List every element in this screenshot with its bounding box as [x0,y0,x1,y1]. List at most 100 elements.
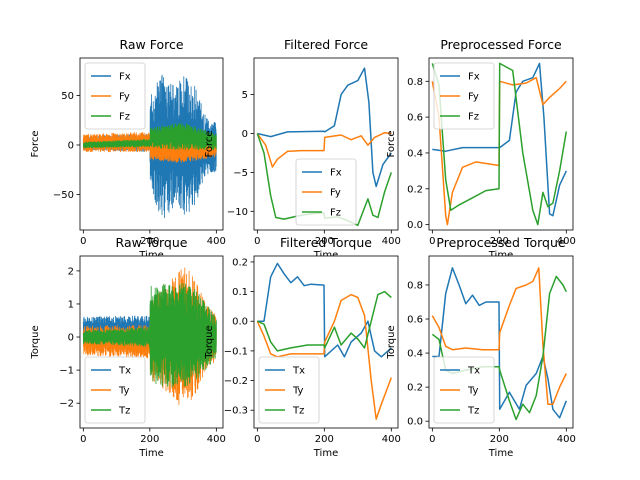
x-tick-label: 0 [254,236,260,247]
x-tick-label: 200 [490,434,509,445]
x-axis-label: Time [488,448,513,459]
subplot-6: 0 200 400 0.0 0.2 0.4 0.6 0.8 Time Torque Preproce… [386,235,576,459]
y-axis-label: Force [30,130,41,157]
y-tick-label: −0.1 [224,346,248,357]
x-tick-label: 200 [315,434,334,445]
x-tick-label: 0 [80,236,86,247]
legend: Tx Ty Tz [433,356,495,424]
legend-box [84,62,146,130]
legend-box [433,356,495,424]
y-tick-label: 0.0 [407,220,423,231]
x-axis-label: Time [488,250,513,261]
chart-title: Raw Force [119,37,183,52]
axes-frame [253,255,399,429]
axes-frame [79,255,224,429]
series-line-tz [82,283,217,388]
legend-label-ty: Ty [292,386,304,397]
legend-label-fy: Fy [468,92,479,103]
y-tick-label: 2 [68,266,74,277]
legend-box [84,356,146,424]
legend-label-tx: Tx [118,366,131,377]
x-tick-label: 0 [80,434,86,445]
y-tick-label: 0.0 [232,317,248,328]
y-tick-label: 5 [242,90,248,101]
legend-box [295,158,357,226]
y-tick-label: −0.2 [224,376,248,387]
legend: Fx Fy Fz [295,158,357,226]
y-tick-label: −50 [53,190,74,201]
axes-frame [79,57,224,231]
y-tick-label: 0.2 [407,184,423,195]
subplot-3: 0 200 400 0.0 0.2 0.4 0.6 0.8 Time Force Preproces… [386,37,576,261]
series-group [82,267,217,406]
legend-label-fy: Fy [119,92,130,103]
series-line-tz [256,290,392,352]
legend: Tx Ty Tz [84,356,146,424]
axes-frame [428,255,574,429]
y-axis-label: Force [386,130,397,157]
x-tick-label: 400 [382,236,401,247]
chart-title: Preprocessed Force [440,37,562,52]
legend-label-tz: Tz [118,406,130,417]
y-tick-label: 0 [68,333,74,344]
series-line-fz [82,122,217,151]
legend-label-tz: Tz [467,406,479,417]
x-tick-label: 400 [557,236,576,247]
series-line-fz [431,62,568,226]
y-axis-label: Torque [204,325,215,359]
legend-label-tx: Tx [467,366,480,377]
x-tick-label: 0 [429,236,435,247]
subplot-4: 0 200 400 −2 −1 0 1 2 Time Torque Raw Torque Tx Ty Tz [30,235,226,459]
legend-label-fz: Fz [468,112,479,123]
y-tick-label: −2 [59,399,74,410]
series-line-tx [432,267,567,419]
y-tick-label: 1 [68,299,74,310]
series-line-fx [432,62,567,217]
chart-title: Raw Torque [116,235,188,250]
axes-frame [253,57,399,231]
y-tick-label: 0.2 [407,383,423,394]
y-tick-label: 0.2 [232,257,248,268]
legend-label-fx: Fx [330,168,342,179]
x-tick-label: 400 [207,236,226,247]
series-group [431,62,568,226]
legend: Fx Fy Fz [433,62,495,130]
x-tick-label: 200 [315,236,334,247]
x-axis-label: Time [313,250,338,261]
series-line-tx [257,262,392,358]
x-tick-label: 0 [429,434,435,445]
y-tick-label: −0.3 [224,406,248,417]
y-tick-label: 0.6 [407,113,423,124]
legend-label-tz: Tz [292,406,304,417]
subplot-5: 0 200 400 −0.3 −0.2 −0.1 0.0 0.1 0.2 Time Torque Fi… [204,235,401,459]
y-tick-label: 0.8 [407,77,423,88]
y-tick-label: 0.1 [232,287,248,298]
axes-frame [428,57,574,231]
x-axis-label: Time [138,448,163,459]
y-tick-label: −5 [233,168,248,179]
y-tick-label: 0.0 [407,417,423,428]
chart-title: Filtered Force [284,37,368,52]
x-tick-label: 200 [490,236,509,247]
y-tick-label: 0.6 [407,315,423,326]
legend-box [258,356,320,424]
series-line-fy [256,131,392,168]
y-tick-label: −1 [59,366,74,377]
x-tick-label: 400 [557,434,576,445]
chart-title: Preprocessed Torque [436,235,565,250]
series-line-fx [257,67,392,188]
y-tick-label: 0 [242,129,248,140]
legend-box [433,62,495,130]
x-tick-label: 200 [140,434,159,445]
legend-label-ty: Ty [467,386,479,397]
series-group [256,262,393,420]
y-tick-label: 0 [68,140,74,151]
legend-label-fy: Fy [330,188,341,199]
legend-label-tx: Tx [292,366,305,377]
chart-title: Filtered Torque [280,235,372,250]
legend-label-fx: Fx [119,72,131,83]
series-group [82,74,217,219]
x-tick-label: 400 [207,434,226,445]
legend-label-fx: Fx [468,72,480,83]
